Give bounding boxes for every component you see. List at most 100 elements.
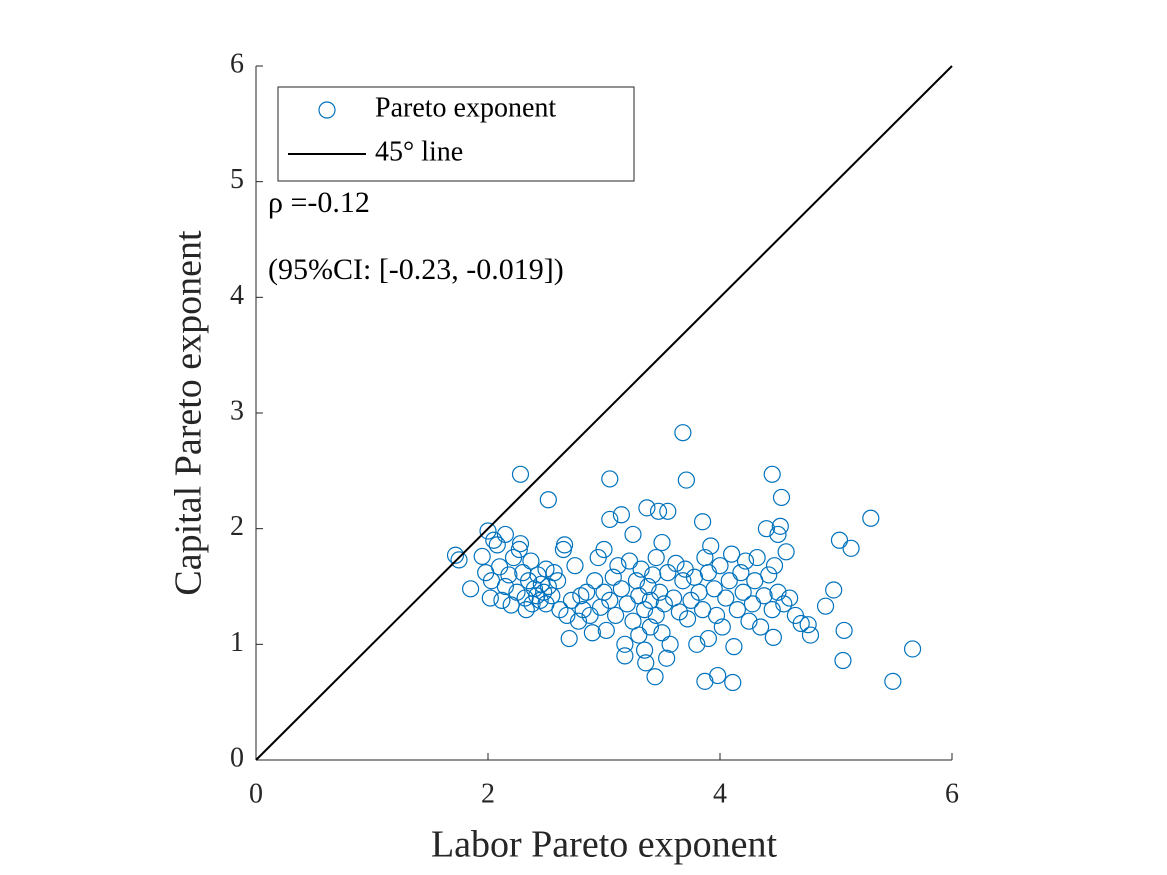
y-tick-label: 4 [230, 280, 244, 311]
data-point [630, 626, 648, 644]
data-point [612, 580, 631, 598]
data-point [884, 672, 902, 690]
y-tick-label: 1 [230, 627, 244, 658]
data-point [485, 531, 503, 549]
data-point [597, 621, 615, 640]
data-point [517, 601, 535, 619]
data-point [574, 601, 592, 619]
data-point [688, 635, 706, 653]
data-point [659, 502, 677, 520]
data-point [734, 583, 752, 601]
data-point [674, 572, 692, 590]
data-point [641, 618, 660, 636]
data-point [769, 525, 787, 544]
data-point [764, 628, 782, 646]
data-point [748, 548, 766, 567]
data-point [825, 581, 843, 599]
data-point [725, 638, 743, 656]
data-point [835, 621, 853, 640]
legend-marker [318, 101, 336, 119]
data-point [772, 488, 791, 507]
data-point [658, 649, 676, 667]
data-point [661, 635, 679, 653]
data-point [705, 580, 723, 598]
y-tick-label: 0 [230, 742, 244, 773]
data-point [609, 557, 627, 575]
data-point [799, 616, 817, 634]
data-point [693, 513, 712, 531]
data-point [632, 560, 650, 578]
data-point [479, 522, 497, 540]
data-point [601, 470, 619, 488]
data-point [616, 635, 634, 653]
data-point [830, 531, 849, 549]
data-point [707, 606, 726, 625]
data-point [586, 572, 604, 590]
y-tick-label: 5 [230, 164, 244, 195]
data-point [551, 601, 569, 619]
data-point [545, 564, 563, 582]
data-point [659, 564, 677, 582]
data-point [606, 606, 625, 625]
data-point [481, 589, 499, 607]
data-point [713, 618, 731, 636]
data-point [724, 673, 742, 692]
data-point [535, 583, 553, 601]
data-point [801, 626, 820, 644]
data-point [780, 589, 799, 607]
legend-label: 45° line [375, 136, 463, 167]
annotation: ρ =-0.12 [268, 186, 370, 219]
y-axis-label: Capital Pareto exponent [168, 230, 210, 596]
data-point [639, 577, 657, 596]
data-point [792, 614, 810, 633]
data-point [537, 560, 555, 578]
data-point [769, 583, 787, 601]
data-point [543, 587, 561, 605]
data-point [736, 552, 755, 570]
reference-line [255, 65, 953, 761]
data-point [677, 471, 695, 489]
y-tick-label: 6 [230, 48, 244, 79]
data-point [699, 629, 718, 648]
legend-label: Pareto exponent [375, 92, 556, 123]
data-point [450, 551, 468, 569]
x-tick-label: 0 [249, 778, 263, 809]
data-point [583, 624, 602, 642]
data-point [903, 640, 922, 658]
data-point [522, 552, 540, 570]
data-point [560, 629, 578, 648]
x-tick-label: 6 [945, 778, 959, 809]
data-point [569, 612, 588, 630]
data-point [649, 502, 668, 520]
data-point [647, 548, 665, 567]
y-tick-label: 2 [230, 511, 244, 542]
data-point [635, 601, 654, 619]
data-point [728, 601, 747, 619]
data-point [624, 525, 642, 544]
data-point [740, 612, 758, 630]
data-point [816, 597, 835, 615]
data-point [572, 587, 590, 605]
data-point [699, 564, 718, 582]
y-tick-label: 3 [230, 395, 244, 426]
data-point [548, 572, 567, 590]
data-point [834, 651, 852, 670]
data-point [842, 539, 860, 557]
data-point [627, 572, 646, 590]
data-point [604, 568, 622, 586]
data-point [462, 580, 480, 598]
data-point [732, 564, 750, 582]
data-point [862, 509, 880, 527]
data-point [566, 557, 584, 575]
data-point [653, 624, 671, 642]
data-point [702, 537, 720, 555]
data-point [577, 583, 596, 601]
data-point [722, 545, 741, 563]
legend-box [277, 86, 635, 182]
data-point [743, 595, 762, 613]
data-point [555, 536, 574, 554]
data-point [616, 647, 634, 665]
data-point [601, 510, 619, 529]
data-point [667, 554, 685, 572]
data-point [491, 558, 509, 576]
